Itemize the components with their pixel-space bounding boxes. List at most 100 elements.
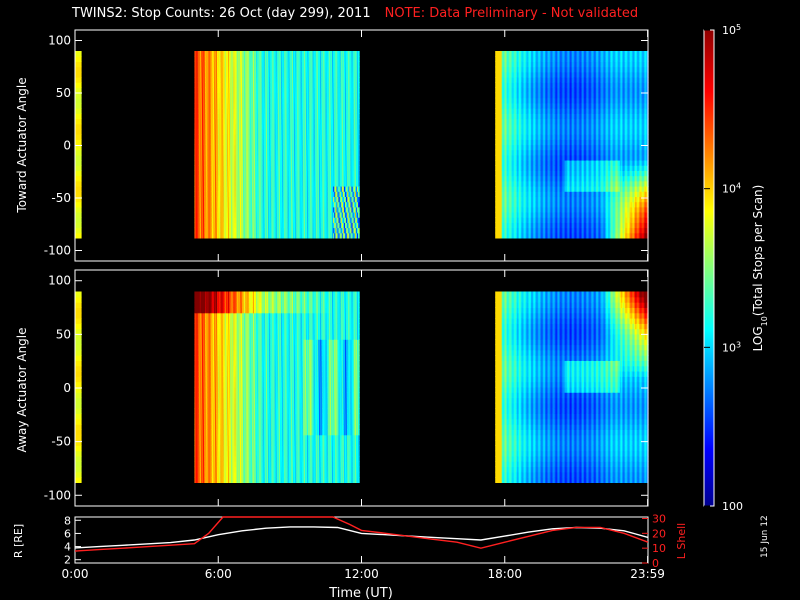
heatmap-cell (322, 227, 324, 234)
heatmap-cell (316, 87, 319, 94)
heatmap-cell (300, 196, 303, 203)
heatmap-cell (262, 144, 265, 151)
heatmap-cell (325, 211, 328, 218)
heatmap-cell (205, 118, 207, 125)
heatmap-cell (194, 113, 197, 120)
heatmap-cell (216, 170, 218, 177)
heatmap-cell (278, 123, 281, 130)
heatmap-cell (246, 128, 249, 135)
heatmap-cell (78, 201, 80, 208)
heatmap-cell (297, 134, 299, 140)
heatmap-cell (212, 128, 215, 135)
heatmap-cell (224, 222, 227, 229)
heatmap-cell (269, 191, 271, 197)
heatmap-cell (235, 71, 238, 78)
heatmap-cell (237, 66, 240, 73)
heatmap-cell (312, 87, 315, 94)
heatmap-cell (224, 134, 227, 140)
heatmap-cell (296, 211, 298, 218)
heatmap-cell (198, 118, 201, 125)
heatmap-cell (282, 51, 284, 57)
heatmap-cell (299, 139, 302, 146)
heatmap-cell (225, 191, 228, 197)
heatmap-cell (217, 206, 219, 213)
heatmap-cell (77, 196, 79, 203)
heatmap-cell (267, 144, 269, 151)
heatmap-cell (316, 123, 319, 130)
heatmap-cell (315, 108, 318, 114)
heatmap-cell (286, 134, 289, 140)
heatmap-cell (267, 160, 269, 166)
heatmap-cell (235, 186, 238, 192)
heatmap-cell (76, 118, 78, 125)
heatmap-cell (255, 56, 257, 62)
heatmap-cell (77, 87, 79, 94)
heatmap-cell (241, 217, 243, 223)
heatmap-cell (260, 61, 263, 68)
heatmap-cell (261, 191, 264, 197)
heatmap-cell (283, 139, 285, 146)
heatmap-cell (281, 160, 283, 166)
heatmap-cell (228, 170, 230, 177)
heatmap-cell (283, 196, 285, 203)
heatmap-cell (261, 222, 264, 229)
heatmap-cell (196, 134, 199, 140)
heatmap-cell (304, 61, 307, 68)
heatmap-cell (262, 165, 265, 171)
heatmap-cell (226, 175, 229, 182)
heatmap-cell (228, 222, 230, 229)
heatmap-cell (229, 201, 231, 208)
heatmap-cell (288, 196, 291, 203)
heatmap-cell (259, 56, 262, 62)
heatmap-cell (216, 232, 218, 239)
heatmap-cell (252, 118, 255, 125)
heatmap-cell (198, 97, 201, 104)
heatmap-cell (228, 232, 230, 239)
heatmap-cell (325, 206, 328, 213)
heatmap-cell (294, 87, 296, 94)
heatmap-cell (267, 51, 269, 57)
heatmap-cell (310, 97, 312, 104)
heatmap-cell (202, 180, 204, 187)
heatmap-cell (303, 206, 306, 213)
heatmap-cell (320, 128, 322, 135)
heatmap-cell (236, 186, 239, 192)
heatmap-cell (215, 201, 217, 208)
heatmap-cell (325, 56, 328, 62)
heatmap-cell (77, 92, 79, 99)
heatmap-cell (310, 180, 312, 187)
heatmap-cell (302, 66, 305, 73)
heatmap-cell (281, 113, 283, 120)
heatmap-cell (294, 180, 296, 187)
heatmap-cell (300, 97, 303, 104)
heatmap-cell (207, 175, 210, 182)
heatmap-cell (300, 77, 303, 83)
heatmap-cell (241, 222, 243, 229)
heatmap-cell (235, 123, 238, 130)
heatmap-cell (267, 82, 269, 88)
heatmap-cell (258, 144, 260, 151)
heatmap-cell (208, 211, 211, 218)
heatmap-cell (283, 180, 285, 187)
heatmap-cell (312, 186, 315, 192)
heatmap-cell (80, 165, 82, 171)
heatmap-cell (239, 123, 242, 130)
heatmap-cell (290, 61, 293, 68)
heatmap-cell (301, 206, 304, 213)
heatmap-cell (206, 144, 208, 151)
heatmap-cell (296, 232, 298, 239)
heatmap-cell (320, 108, 322, 114)
heatmap-cell (221, 118, 224, 125)
heatmap-cell (261, 66, 264, 73)
heatmap-cell (197, 71, 200, 78)
heatmap-cell (225, 77, 228, 83)
heatmap-cell (215, 113, 217, 120)
heatmap-cell (293, 77, 295, 83)
heatmap-cell (202, 92, 204, 99)
heatmap-cell (203, 118, 205, 125)
heatmap-cell (196, 217, 199, 223)
heatmap-cell (281, 61, 283, 68)
heatmap-cell (221, 196, 224, 203)
heatmap-cell (78, 191, 80, 197)
heatmap-cell (301, 196, 304, 203)
